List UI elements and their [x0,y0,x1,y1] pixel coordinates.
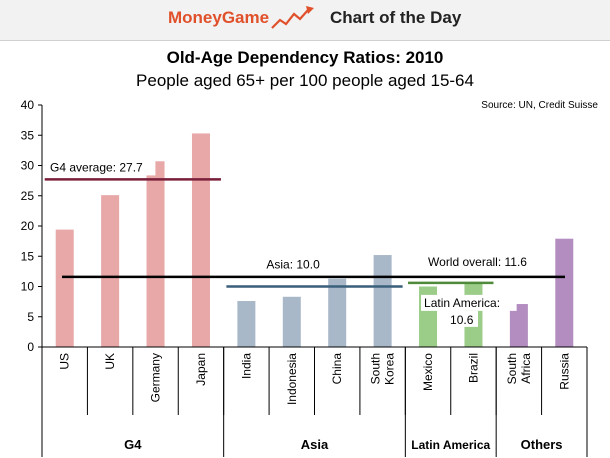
x-tick-label: Africa [519,353,533,384]
x-tick-label: China [330,353,344,385]
y-tick-label: 10 [21,280,35,294]
x-tick-label: India [239,353,253,379]
bar [55,229,74,347]
x-tick-label: Mexico [421,353,435,391]
bar [373,255,392,347]
reference-lines: G4 average: 27.7 Asia: 10.0 Latin America:… [44,159,565,327]
bar [328,278,347,347]
x-tick-label: Korea [383,353,397,385]
group-label: Others [521,437,563,452]
chart-source: Source: UN, Credit Suisse [481,100,598,111]
x-tick-label: Japan [194,353,208,386]
reference-label: Asia: 10.0 [266,258,320,272]
bars [55,133,574,347]
y-tick-label: 30 [21,159,35,173]
chart-subtitle: People aged 65+ per 100 people aged 15-6… [136,71,474,90]
reference-label-bg [448,310,479,327]
x-tick-label: Germany [149,353,163,402]
x-tick-label: South [505,353,519,384]
reference-label-bg [421,294,517,311]
x-tick-label: Indonesia [285,353,299,405]
y-tick-label: 5 [27,310,34,324]
x-tick-label: UK [103,353,117,370]
y-axis: 0 5 10 15 20 25 30 35 40 [21,98,43,354]
bar [282,296,301,347]
reference-label: World overall: 11.6 [428,255,527,269]
y-tick-label: 40 [21,98,35,112]
bar [191,133,210,347]
rising-line-chart-icon [271,6,314,29]
group-label: Asia [301,437,329,452]
bar [509,304,528,347]
x-tick-label: South [369,353,383,384]
section-title: Chart of the Day [330,8,462,27]
reference-label: Latin America: [424,296,500,310]
reference-label-value: 10.6 [450,313,474,327]
y-tick-label: 20 [21,219,35,233]
reference-label-bg [47,159,156,176]
y-tick-label: 0 [27,340,34,354]
bar [237,301,256,347]
dependency-ratio-chart: Old-Age Dependency Ratios: 2010 People a… [21,48,598,457]
group-label: G4 [124,437,142,452]
x-tick-label: Brazil [466,353,480,383]
x-tick-label: US [58,353,72,370]
group-label: Latin America [411,438,490,452]
y-tick-label: 25 [21,189,35,203]
bar [101,195,120,347]
bar [146,161,165,347]
brand-name: MoneyGame [168,8,270,27]
x-axis: US UK Germany Japan India Indonesia China South… [41,346,588,457]
bar [555,238,574,347]
chart-header: MoneyGame Chart of the Day [0,0,610,41]
reference-label-bg [263,256,334,273]
reference-label-bg [425,253,553,270]
chart-title: Old-Age Dependency Ratios: 2010 [167,48,444,67]
reference-label: G4 average: 27.7 [50,160,143,174]
y-tick-label: 15 [21,249,35,263]
y-tick-label: 35 [21,128,35,142]
x-tick-label: Russia [557,353,571,390]
